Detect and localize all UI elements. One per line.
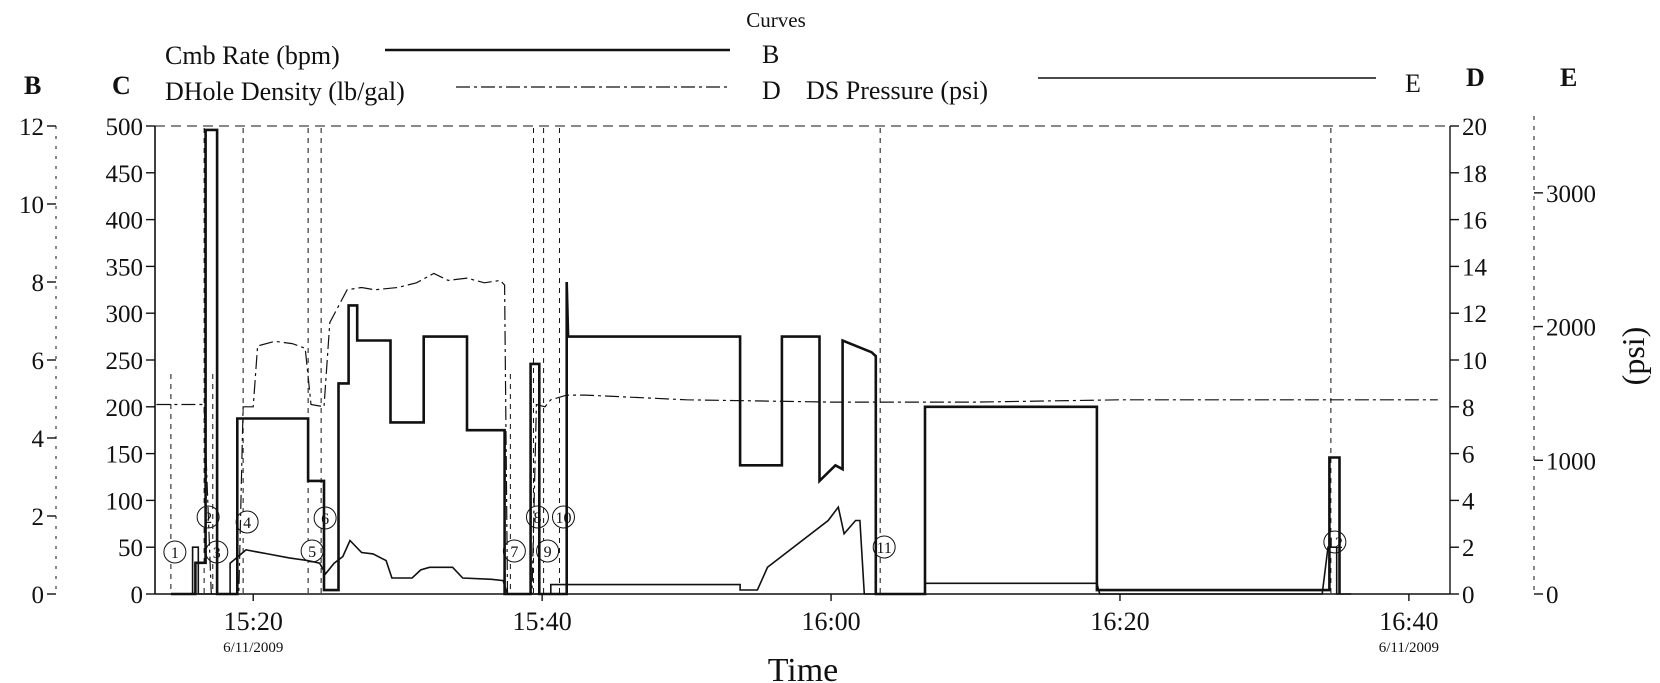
legend-label-dhole-density: DHole Density (lb/gal) bbox=[165, 77, 405, 106]
y-tick-label-c: 50 bbox=[118, 535, 143, 562]
axes-layer bbox=[55, 116, 1535, 595]
x-date-label: 6/11/2009 bbox=[1379, 640, 1439, 656]
y-tick-label-d: 14 bbox=[1462, 254, 1488, 281]
chart-title: Curves bbox=[746, 8, 806, 32]
y-tick-label-d: 16 bbox=[1462, 208, 1487, 235]
y-tick-label-c: 300 bbox=[106, 301, 144, 328]
y-tick-label-c: 450 bbox=[106, 161, 144, 188]
y-tick-label-d: 12 bbox=[1462, 301, 1487, 328]
event-marker-label: 4 bbox=[243, 515, 251, 532]
series-line-dhole-density-lb-gal bbox=[156, 272, 1438, 595]
y-tick-label-c: 0 bbox=[131, 582, 144, 609]
event-marker-label: 11 bbox=[876, 540, 891, 557]
event-marker-label: 1 bbox=[171, 545, 179, 562]
y-tick-label-d: 8 bbox=[1462, 395, 1475, 422]
event-marker-label: 10 bbox=[555, 510, 571, 527]
y-tick-label-c: 100 bbox=[106, 488, 144, 515]
y-tick-label-d: 10 bbox=[1462, 348, 1487, 375]
axis-b-title: B bbox=[24, 71, 41, 100]
y-tick-label-e: 2000 bbox=[1546, 315, 1596, 342]
y-tick-label-c: 200 bbox=[106, 395, 144, 422]
y-tick-label-b: 6 bbox=[32, 348, 45, 375]
y-tick-label-b: 8 bbox=[32, 270, 45, 297]
event-marker-label: 8 bbox=[533, 510, 541, 527]
x-tick-label: 16:40 bbox=[1379, 607, 1438, 636]
legend-label-ds-pressure: DS Pressure (psi) bbox=[806, 76, 988, 105]
series-layer bbox=[156, 128, 1438, 596]
event-marker-label: 5 bbox=[308, 544, 316, 561]
y-tick-label-c: 150 bbox=[106, 442, 144, 469]
axis-e-title: E bbox=[1560, 63, 1577, 92]
y-tick-label-e: 3000 bbox=[1546, 181, 1596, 208]
y-tick-label-b: 0 bbox=[32, 582, 45, 609]
event-marker-circle bbox=[872, 535, 896, 559]
y-tick-label-b: 2 bbox=[32, 504, 45, 531]
y-tick-label-c: 350 bbox=[106, 254, 144, 281]
x-axis-label: Time bbox=[768, 652, 839, 683]
series-line-ds-pressure-psi bbox=[181, 505, 1352, 595]
y-tick-label-b: 4 bbox=[32, 426, 45, 453]
event-marker-circle bbox=[536, 539, 560, 563]
y-tick-label-c: 400 bbox=[106, 208, 144, 235]
y-tick-label-d: 0 bbox=[1462, 582, 1475, 609]
y-tick-label-d: 2 bbox=[1462, 535, 1475, 562]
legend-tag-e: E bbox=[1405, 69, 1421, 98]
x-tick-label: 16:00 bbox=[801, 607, 860, 636]
axis-e-unit-label: (psi) bbox=[1615, 327, 1651, 386]
y-tick-label-d: 18 bbox=[1462, 161, 1487, 188]
series-line-cmb-rate-bpm bbox=[170, 128, 1341, 596]
legend-tag-b: B bbox=[762, 40, 779, 69]
legend-tag-d: D bbox=[762, 76, 781, 105]
x-tick-label: 15:40 bbox=[513, 607, 572, 636]
y-tick-label-d: 20 bbox=[1462, 114, 1487, 141]
axis-c-title: C bbox=[112, 71, 131, 100]
y-tick-label-d: 4 bbox=[1462, 488, 1475, 515]
y-tick-label-b: 10 bbox=[19, 192, 44, 219]
axis-d-title: D bbox=[1466, 63, 1485, 92]
y-tick-label-c: 250 bbox=[106, 348, 144, 375]
y-tick-label-d: 6 bbox=[1462, 442, 1475, 469]
y-tick-label-e: 0 bbox=[1546, 582, 1559, 609]
x-tick-label: 16:20 bbox=[1090, 607, 1149, 636]
y-tick-label-b: 12 bbox=[19, 114, 44, 141]
event-marker-circle bbox=[525, 505, 549, 529]
event-marker-circle bbox=[551, 505, 575, 529]
event-marker-label: 7 bbox=[510, 544, 518, 561]
y-tick-label-e: 1000 bbox=[1546, 448, 1596, 475]
ticks-layer: 0246810120501001502002503003504004505000… bbox=[19, 114, 1596, 656]
x-tick-label: 15:20 bbox=[224, 607, 283, 636]
x-date-label: 6/11/2009 bbox=[223, 640, 283, 656]
event-marker-label: 9 bbox=[544, 544, 552, 561]
legend-label-cmb-rate: Cmb Rate (bpm) bbox=[165, 41, 340, 70]
event-marker-circle bbox=[163, 540, 187, 564]
y-tick-label-c: 500 bbox=[106, 114, 144, 141]
